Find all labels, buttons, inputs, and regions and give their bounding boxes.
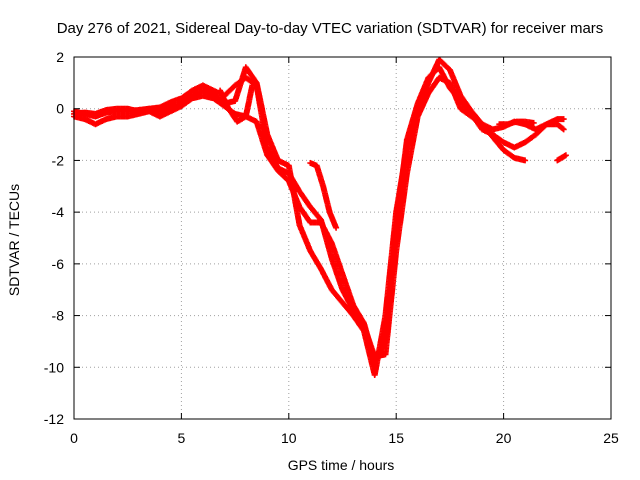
data-point xyxy=(530,119,537,126)
y-tick-label: 2 xyxy=(56,49,64,65)
data-point xyxy=(560,116,567,123)
x-tick-label: 25 xyxy=(603,430,619,446)
y-tick-label: -10 xyxy=(44,359,64,375)
data-point xyxy=(560,126,567,133)
series-track-d xyxy=(217,82,256,125)
x-axis-label: GPS time / hours xyxy=(288,457,395,473)
data-point xyxy=(249,82,256,89)
y-tick-label: -4 xyxy=(52,204,65,220)
x-tick-label: 0 xyxy=(70,430,78,446)
data-point xyxy=(522,157,529,164)
chart-title: Day 276 of 2021, Sidereal Day-to-day VTE… xyxy=(57,20,604,37)
series-track-f xyxy=(496,118,537,128)
plot-frame xyxy=(73,56,612,420)
data-point xyxy=(562,152,569,159)
x-tick-label: 5 xyxy=(178,430,186,446)
y-tick-label: 0 xyxy=(56,101,64,117)
x-tick-label: 15 xyxy=(388,430,404,446)
data-point xyxy=(333,224,340,231)
series-track-c xyxy=(71,56,529,378)
grid xyxy=(74,57,611,419)
data-point xyxy=(559,125,566,132)
y-tick-label: -2 xyxy=(52,152,65,168)
y-axis-label: SDTVAR / TECUs xyxy=(6,184,22,296)
data-points xyxy=(71,56,569,378)
y-tick-label: -12 xyxy=(44,411,64,427)
y-tick-label: -8 xyxy=(52,308,65,324)
series-track-e xyxy=(307,160,340,231)
series-track-g xyxy=(554,152,569,164)
x-tick-label: 20 xyxy=(496,430,512,446)
series-track-a xyxy=(71,74,567,360)
y-tick-label: -6 xyxy=(52,256,65,272)
axis-ticks: 0 5 10 15 20 25 -12 -10 -8 -6 -4 -2 0 2 xyxy=(44,49,619,446)
x-tick-label: 10 xyxy=(281,430,297,446)
